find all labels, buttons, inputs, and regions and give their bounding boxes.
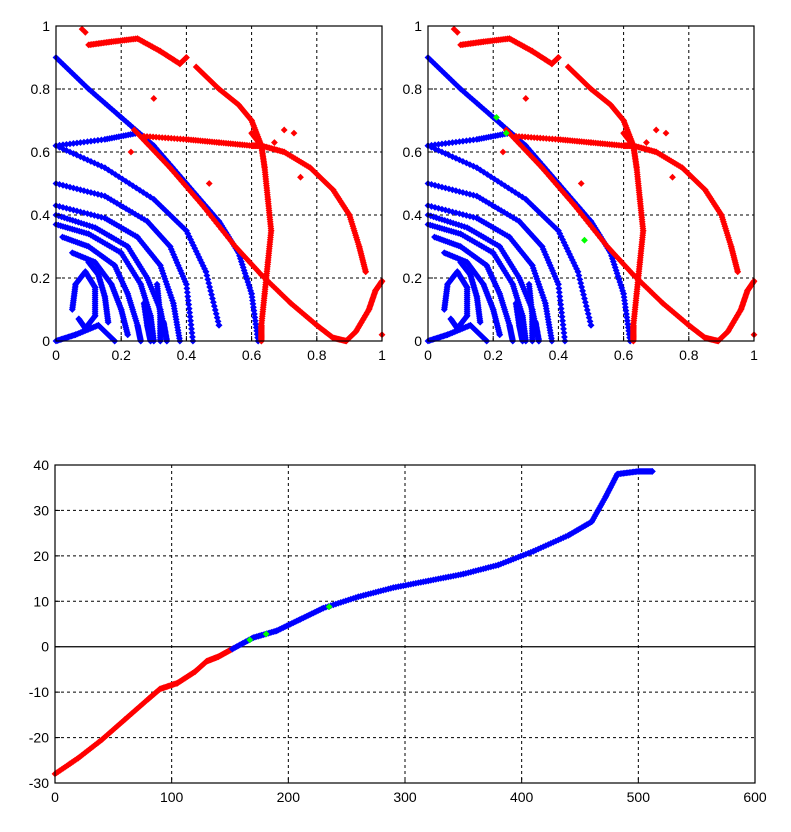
- data-point: [555, 289, 563, 296]
- x-tick-label: 600: [743, 789, 767, 805]
- data-point: [183, 284, 191, 292]
- y-tick-label: 40: [33, 457, 49, 473]
- y-tick-label: 20: [33, 548, 49, 564]
- x-tick-label: 0.8: [679, 347, 699, 363]
- y-tick-label: -20: [29, 730, 49, 746]
- data-point: [183, 289, 191, 296]
- x-tick-label: 500: [627, 789, 651, 805]
- data-point: [581, 236, 588, 244]
- x-tick-label: 400: [510, 789, 534, 805]
- y-tick-label: 0.2: [31, 270, 51, 286]
- x-tick-label: 0.4: [177, 347, 197, 363]
- data-point: [215, 321, 223, 329]
- data-point: [186, 309, 194, 317]
- data-point: [560, 325, 567, 333]
- data-point: [187, 317, 194, 325]
- data-point: [186, 313, 194, 321]
- data-point: [558, 309, 566, 317]
- y-tick-label: 0: [42, 333, 50, 349]
- y-tick-label: 0.8: [403, 81, 423, 97]
- axes-box: [55, 25, 383, 342]
- data-point: [499, 148, 507, 156]
- x-tick-label: 0: [52, 347, 60, 363]
- y-tick-label: 0.6: [31, 144, 51, 160]
- data-point: [188, 329, 196, 337]
- y-tick-label: 0.8: [31, 81, 51, 97]
- y-tick-label: 30: [33, 502, 49, 518]
- data-point: [297, 173, 304, 181]
- line-bottom-axes: 0 100 200 300 400 500 600 -30 -20 -10 0 10 20 30 40: [29, 457, 767, 805]
- data-point: [184, 297, 192, 304]
- data-point: [185, 305, 193, 312]
- x-tick-label: 0.6: [614, 347, 634, 363]
- x-tick-label: 100: [160, 789, 184, 805]
- x-tick-label: 200: [277, 789, 301, 805]
- data-point: [577, 180, 585, 187]
- y-tick-label: -30: [29, 775, 49, 791]
- data-point: [127, 148, 135, 156]
- x-tick-label: 0: [424, 347, 432, 363]
- data-point: [184, 293, 192, 300]
- y-tick-label: 0.6: [403, 144, 423, 160]
- y-tick-label: 0.2: [403, 270, 423, 286]
- data-point: [183, 280, 190, 288]
- data-point: [522, 95, 530, 102]
- data-point: [652, 126, 660, 134]
- y-tick-label: 10: [33, 593, 49, 609]
- x-tick-label: 0: [51, 789, 59, 805]
- data-point: [185, 301, 193, 308]
- data-point: [104, 318, 112, 326]
- data-point: [556, 293, 564, 300]
- data-point: [257, 142, 265, 150]
- x-tick-label: 0.6: [242, 347, 262, 363]
- x-tick-label: 0.8: [307, 347, 327, 363]
- data-point: [662, 129, 670, 137]
- x-tick-label: 1: [750, 347, 758, 363]
- y-tick-label: -10: [29, 684, 49, 700]
- data-point: [669, 173, 676, 181]
- data-point: [557, 305, 565, 312]
- data-point: [643, 139, 650, 146]
- x-tick-label: 0.2: [483, 347, 503, 363]
- data-point: [559, 321, 567, 329]
- y-tick-label: 0: [41, 639, 49, 655]
- data-point: [362, 268, 370, 276]
- x-tick-label: 1: [378, 347, 386, 363]
- data-point: [290, 129, 298, 137]
- data-point: [280, 126, 288, 134]
- data-point: [271, 139, 278, 146]
- y-tick-label: 1: [42, 18, 50, 34]
- data-point: [188, 325, 195, 333]
- data-point: [81, 28, 89, 36]
- data-point: [150, 95, 158, 102]
- y-tick-label: 0.4: [403, 207, 423, 223]
- y-tick-label: 1: [414, 18, 422, 34]
- data-point: [205, 180, 213, 187]
- data-point: [187, 321, 195, 329]
- scatter-left-axes: 0 0.2 0.4 0.6 0.8 1 0 0.2 0.4 0.6 0.8 1: [31, 18, 387, 363]
- y-tick-label: 0: [414, 333, 422, 349]
- scatter-right-axes: 0 0.2 0.4 0.6 0.8 1 0 0.2 0.4 0.6 0.8 1: [403, 18, 759, 363]
- y-tick-label: 0.4: [31, 207, 51, 223]
- x-tick-label: 0.4: [549, 347, 569, 363]
- x-tick-label: 0.2: [111, 347, 131, 363]
- x-tick-label: 300: [393, 789, 417, 805]
